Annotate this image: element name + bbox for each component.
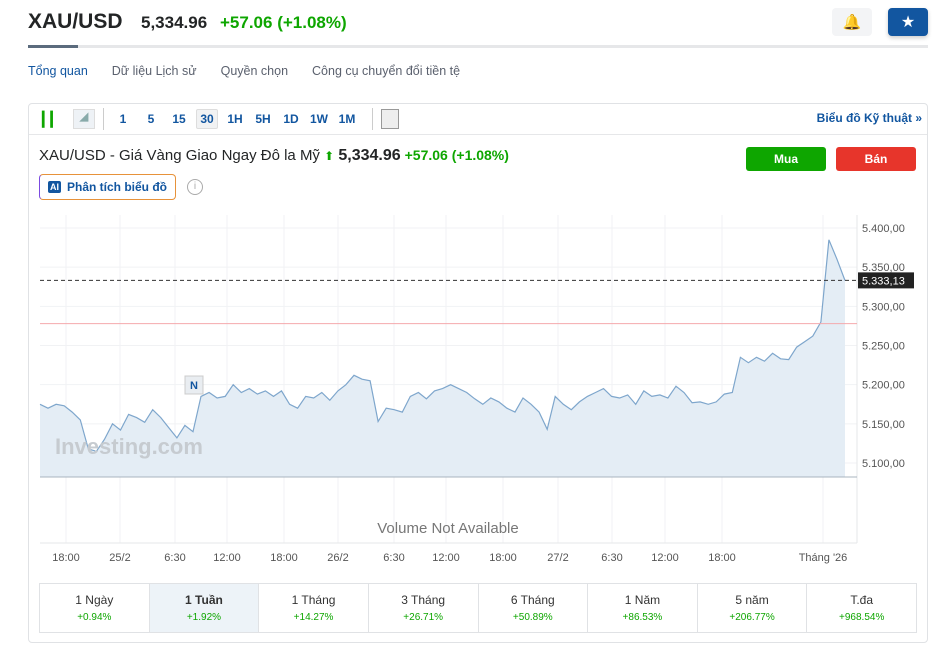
ai-label: Phân tích biểu đồ [67,180,168,194]
period-label: 6 Tháng [510,593,555,607]
news-icon[interactable] [381,109,399,129]
x-tick-label: 6:30 [164,552,185,564]
period-label: 3 Tháng [401,593,446,607]
info-icon[interactable]: i [187,179,203,195]
period-2[interactable]: 1 Tháng +14.27% [259,584,369,632]
period-label: 1 Tháng [291,593,336,607]
x-tick-label: Tháng '26 [799,552,848,564]
news-marker [184,375,204,395]
x-tick-label: 25/2 [109,552,130,564]
instrument-name: XAU/USD - Giá Vàng Giao Ngay Đô la Mỹ [39,147,320,164]
period-change: +14.27% [293,612,334,623]
volume-note: Volume Not Available [377,520,518,537]
period-label: T.đa [850,593,874,607]
period-1[interactable]: 1 Tuần +1.92% [149,584,260,632]
arrow-up-icon: ⬆ [324,149,335,163]
x-tick-label: 12:00 [651,552,679,564]
x-tick-label: 18:00 [52,552,80,564]
x-tick-label: 18:00 [708,552,736,564]
period-label: 1 Ngày [75,593,114,607]
tab-currency-converter[interactable]: Công cụ chuyển đổi tiền tệ [312,64,461,78]
bell-plus-icon: 🔔 [842,14,862,31]
y-tick-label: 5.300,00 [862,301,905,313]
timeframe-1w[interactable]: 1W [310,112,328,126]
period-change: +86.53% [622,612,663,623]
price-line [39,239,846,452]
y-tick-label: 5.250,00 [862,341,905,353]
period-change: +0.94% [77,612,112,623]
period-3[interactable]: 3 Tháng +26.71% [369,584,479,632]
period-5[interactable]: 1 Năm +86.53% [588,584,698,632]
x-tick-label: 27/2 [547,552,568,564]
star-icon: ★ [900,14,916,31]
x-tick-label: 6:30 [383,552,404,564]
y-tick-label: 5.100,00 [862,458,905,470]
x-tick-label: 12:00 [213,552,241,564]
tab-options[interactable]: Quyền chọn [220,64,289,78]
y-tick-label: 5.350,00 [862,262,905,274]
timeframe-15[interactable]: 15 [172,112,186,126]
x-tick-label: 6:30 [601,552,622,564]
last-price: 5,334.96 [141,13,208,32]
timeframe-5h[interactable]: 5H [255,112,271,126]
chart-title: XAU/USD - Giá Vàng Giao Ngay Đô la Mỹ ⬆ … [39,147,509,165]
sell-button[interactable]: Bán [836,147,916,171]
y-tick-label: 5.150,00 [862,419,905,431]
timeframe-1h[interactable]: 1H [227,112,243,126]
performance-bar: 1 Ngày +0.94% 1 Tuần +1.92% 1 Tháng +14.27% 3 … [39,583,917,633]
timeframe-30[interactable]: 30 [196,109,218,129]
candlestick-icon[interactable]: ┃┃ [39,110,56,127]
current-price-label: 5.333,13 [862,275,905,287]
timeframe-1m[interactable]: 1M [338,112,356,126]
period-label: 1 Tuần [185,593,223,607]
watchlist-button[interactable]: ★ [888,8,928,36]
period-0[interactable]: 1 Ngày +0.94% [40,584,150,632]
period-change: +50.89% [512,612,553,623]
period-label: 5 năm [735,593,769,607]
price-area [40,239,845,477]
period-label: 1 Năm [624,593,661,607]
x-tick-label: 12:00 [432,552,460,564]
period-4[interactable]: 6 Tháng +50.89% [479,584,589,632]
timeframe-1[interactable]: 1 [119,112,127,126]
x-tick-label: 18:00 [270,552,298,564]
chart-toolbar: ┃┃ ◢ 1 5 15 30 1H 5H 1D 1W 1M [29,104,927,135]
buy-button[interactable]: Mua [746,147,826,171]
current-price-tag [858,272,914,289]
x-tick-label: 18:00 [489,552,517,564]
period-change: +206.77% [729,612,775,623]
symbol: XAU/USD [28,10,123,33]
tab-overview[interactable]: Tổng quan [28,64,88,78]
period-6[interactable]: 5 năm +206.77% [698,584,808,632]
sub-nav: Tổng quan Dữ liệu Lịch sử Quyền chọn Côn… [28,64,460,78]
period-7[interactable]: T.đa +968.54% [807,584,916,632]
timeframe-5[interactable]: 5 [147,112,155,126]
ai-icon: AI [48,181,61,193]
price-change: +57.06 (+1.08%) [220,13,347,32]
period-change: +1.92% [186,612,222,623]
chart-price: 5,334.96 [338,147,401,164]
divider [28,45,928,48]
price-chart[interactable]: 5.400,00 5.350,00 5.300,00 5.250,00 5.200,00… [0,0,952,580]
technical-chart-link[interactable]: Biểu đồ Kỹ thuật » [816,111,922,125]
y-tick-label: 5.400,00 [862,223,905,235]
x-tick-label: 26/2 [327,552,348,564]
chart-change: +57.06 (+1.08%) [404,147,509,163]
period-change: +26.71% [403,612,444,623]
ai-analysis-button[interactable]: AI Phân tích biểu đồ [39,174,177,200]
chart-card [28,103,928,643]
area-chart-icon[interactable]: ◢ [73,109,95,129]
news-marker-label: N [190,380,198,392]
tab-historical-data[interactable]: Dữ liệu Lịch sử [111,64,197,78]
timeframe-1d[interactable]: 1D [283,112,299,126]
add-alert-button[interactable]: 🔔 [832,8,872,36]
period-change: +968.54% [839,612,885,623]
y-tick-label: 5.200,00 [862,380,905,392]
watermark: Investing.com [55,434,203,459]
